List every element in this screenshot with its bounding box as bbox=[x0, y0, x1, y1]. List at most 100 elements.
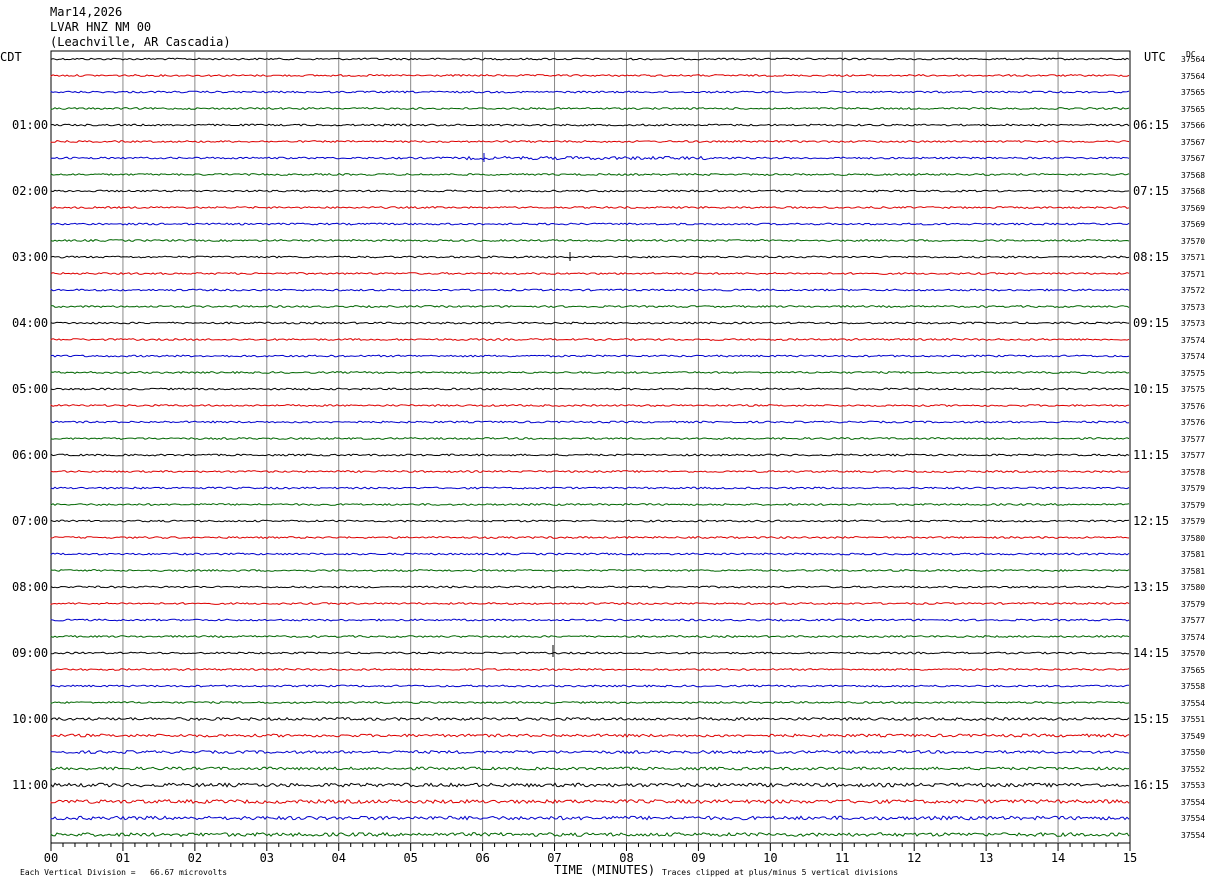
trace-line bbox=[50, 568, 1130, 573]
header-station: LVAR HNZ NM 00 bbox=[50, 20, 152, 34]
right-hour-label: 09:15 bbox=[1133, 316, 1170, 330]
trace-line bbox=[50, 684, 1129, 688]
dc-value: 37553 bbox=[1181, 781, 1206, 790]
trace-line bbox=[50, 585, 1130, 589]
trace-line bbox=[50, 436, 1130, 441]
dc-value: 37574 bbox=[1181, 352, 1206, 361]
dc-value: 37567 bbox=[1181, 137, 1206, 147]
left-hour-label: 07:00 bbox=[12, 514, 49, 528]
right-hour-label: 16:15 bbox=[1133, 778, 1170, 792]
trace-group bbox=[50, 57, 1130, 838]
dc-value: 37552 bbox=[1181, 764, 1206, 774]
dc-value: 37581 bbox=[1181, 566, 1206, 576]
trace-line bbox=[50, 123, 1130, 127]
dc-value: 37569 bbox=[1181, 203, 1206, 213]
dc-value: 37569 bbox=[1181, 220, 1206, 229]
x-tick-label: 13 bbox=[979, 851, 993, 865]
dc-value: 37578 bbox=[1181, 467, 1206, 477]
trace-line bbox=[50, 205, 1130, 210]
dc-value: 37581 bbox=[1181, 550, 1206, 559]
header-location: (Leachville, AR Cascadia) bbox=[50, 35, 231, 49]
dc-value: 37568 bbox=[1181, 187, 1206, 196]
trace-line bbox=[50, 782, 1130, 788]
trace-line bbox=[50, 90, 1130, 94]
x-tick-label: 06 bbox=[475, 851, 489, 865]
plot-grid bbox=[50, 50, 1131, 844]
dc-value: 37572 bbox=[1181, 286, 1206, 295]
clip-note: Traces clipped at plus/minus 5 vertical … bbox=[662, 868, 899, 877]
trace-line bbox=[50, 403, 1130, 408]
trace-line bbox=[50, 238, 1130, 243]
right-hour-label: 08:15 bbox=[1133, 250, 1170, 264]
trace-line bbox=[50, 222, 1130, 226]
left-hour-label: 04:00 bbox=[12, 316, 49, 330]
trace-line bbox=[50, 189, 1130, 193]
left-hour-label: 09:00 bbox=[12, 646, 49, 660]
dc-value: 37565 bbox=[1181, 104, 1206, 114]
dc-value: 37558 bbox=[1181, 682, 1206, 691]
dc-value: 37574 bbox=[1181, 335, 1206, 345]
trace-line bbox=[50, 387, 1130, 391]
left-hour-label: 01:00 bbox=[12, 118, 49, 132]
trace-line bbox=[50, 815, 1130, 821]
trace-line bbox=[50, 618, 1130, 622]
trace-line bbox=[50, 354, 1130, 358]
left-hour-label: 06:00 bbox=[12, 448, 49, 462]
right-hour-label: 06:15 bbox=[1133, 118, 1170, 132]
trace-line bbox=[50, 321, 1130, 325]
dc-value: 37577 bbox=[1181, 451, 1206, 460]
dc-value: 37576 bbox=[1181, 418, 1206, 427]
left-hour-label: 02:00 bbox=[12, 184, 49, 198]
dc-value: 37579 bbox=[1181, 500, 1206, 510]
header-date: Mar14,2026 bbox=[50, 5, 123, 19]
right-hour-label: 12:15 bbox=[1133, 514, 1170, 528]
dc-value: 37575 bbox=[1181, 368, 1206, 378]
right-hour-label: 10:15 bbox=[1133, 382, 1170, 396]
trace-line bbox=[50, 73, 1130, 78]
dc-value: 37579 bbox=[1181, 484, 1206, 493]
dc-value: 37573 bbox=[1181, 319, 1206, 328]
left-hour-label: 03:00 bbox=[12, 250, 49, 264]
trace-line bbox=[50, 700, 1130, 705]
x-tick-label: 10 bbox=[763, 851, 777, 865]
dc-value: 37567 bbox=[1181, 154, 1206, 163]
trace-line bbox=[50, 255, 1130, 259]
dc-label: DC bbox=[1186, 50, 1196, 59]
trace-line bbox=[50, 831, 1130, 838]
right-hour-label: 13:15 bbox=[1133, 580, 1170, 594]
trace-line bbox=[50, 716, 1130, 722]
x-tick-label: 00 bbox=[44, 851, 58, 865]
trace-line bbox=[50, 106, 1130, 111]
dc-value: 37554 bbox=[1181, 814, 1206, 823]
right-hour-label: 07:15 bbox=[1133, 184, 1170, 198]
dc-value: 37571 bbox=[1181, 253, 1206, 262]
trace-line bbox=[50, 601, 1130, 605]
x-tick-label: 09 bbox=[691, 851, 705, 865]
trace-line bbox=[50, 766, 1130, 771]
dc-value: 37579 bbox=[1181, 517, 1206, 526]
x-tick-label: 14 bbox=[1051, 851, 1065, 865]
plot-frame bbox=[50, 50, 1131, 844]
left-hour-label: 05:00 bbox=[12, 382, 49, 396]
trace-line bbox=[50, 667, 1130, 672]
x-tick-label: 12 bbox=[907, 851, 921, 865]
dc-value: 37566 bbox=[1181, 121, 1206, 130]
x-tick-label: 15 bbox=[1123, 851, 1137, 865]
dc-value: 37579 bbox=[1181, 599, 1206, 609]
dc-value: 37577 bbox=[1181, 434, 1206, 444]
left-hour-label: 11:00 bbox=[12, 778, 49, 792]
division-note: Each Vertical Division = 66.67 microvolt… bbox=[20, 868, 228, 877]
trace-line bbox=[50, 57, 1130, 61]
x-tick-label: 05 bbox=[403, 851, 417, 865]
x-tick-label: 07 bbox=[547, 851, 561, 865]
dc-value: 37573 bbox=[1181, 302, 1206, 312]
x-tick-label: 08 bbox=[619, 851, 633, 865]
dc-value: 37554 bbox=[1181, 698, 1206, 708]
trace-line bbox=[50, 139, 1130, 144]
dc-value: 37564 bbox=[1181, 71, 1206, 81]
trace-line bbox=[50, 535, 1130, 540]
left-hour-label: 10:00 bbox=[12, 712, 49, 726]
trace-line bbox=[50, 651, 1129, 655]
dc-value: 37571 bbox=[1181, 269, 1206, 279]
